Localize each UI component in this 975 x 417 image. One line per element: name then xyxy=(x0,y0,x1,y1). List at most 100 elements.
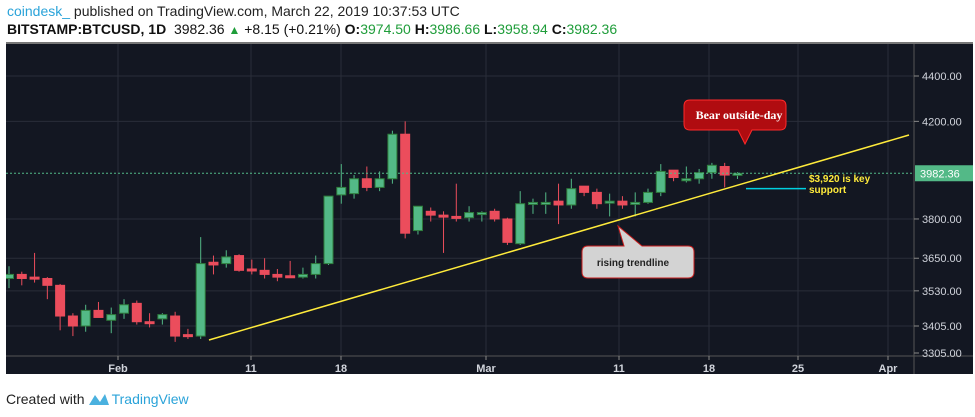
symbol-info: BITSTAMP:BTCUSD, 1D 3982.36 ▲ +8.15 (+0.… xyxy=(7,21,617,37)
bear-outside-day-callout[interactable]: Bear outside-day xyxy=(683,99,787,146)
svg-text:3982.36: 3982.36 xyxy=(920,168,960,180)
candle xyxy=(323,195,334,265)
candle xyxy=(515,191,526,245)
candle xyxy=(579,185,590,197)
date-tick-label: 25 xyxy=(792,363,804,374)
price-tick-label: 3305.00 xyxy=(922,348,962,360)
price-tick-label: 3530.00 xyxy=(922,286,962,298)
chart-panel[interactable]: Bear outside-day rising trendline $3,920… xyxy=(6,42,973,374)
candles xyxy=(6,121,743,342)
candle xyxy=(387,130,398,184)
date-tick-label: Feb xyxy=(108,363,128,374)
candle xyxy=(617,196,628,209)
symbol: BITSTAMP:BTCUSD, 1D xyxy=(7,21,167,37)
candle xyxy=(719,162,730,188)
published-text: published on TradingView.com, March 22, … xyxy=(70,3,460,19)
candle xyxy=(668,169,679,182)
candle xyxy=(694,168,705,184)
candle xyxy=(681,166,692,183)
candle xyxy=(451,183,462,222)
candle xyxy=(476,211,487,222)
rising-trendline-callout[interactable]: rising trendline xyxy=(581,224,695,279)
candle xyxy=(157,313,168,325)
candle xyxy=(285,260,296,279)
date-tick-label: Apr xyxy=(879,363,899,374)
candle xyxy=(119,299,130,319)
candle xyxy=(527,198,538,214)
candle xyxy=(438,211,449,253)
candle xyxy=(259,258,270,279)
price-tick-label: 3800.00 xyxy=(922,214,962,226)
support-annotation-line1: $3,920 is key xyxy=(809,174,871,185)
support-annotation-line2: support xyxy=(809,185,847,196)
candle xyxy=(412,205,423,235)
candle xyxy=(93,301,104,318)
last-price: 3982.36 xyxy=(173,21,225,37)
low-label: L: xyxy=(484,21,498,37)
close-value: 3982.36 xyxy=(566,21,618,37)
candle xyxy=(310,255,321,279)
candle xyxy=(425,207,436,222)
candle xyxy=(706,162,717,179)
high-label: H: xyxy=(414,21,430,37)
created-with-text: Created with xyxy=(6,391,85,407)
date-tick-label: 18 xyxy=(335,363,347,374)
open-label: O: xyxy=(344,21,361,37)
candle xyxy=(195,237,206,339)
candle xyxy=(106,307,117,334)
candle xyxy=(361,166,372,192)
tradingview-logo-icon xyxy=(88,394,109,405)
date-tick-label: 18 xyxy=(703,363,715,374)
candle xyxy=(131,300,142,325)
high-value: 3986.66 xyxy=(429,21,481,37)
trend-callout-text: rising trendline xyxy=(597,258,670,269)
date-tick-label: 11 xyxy=(245,363,257,374)
date-tick-label: 11 xyxy=(613,363,625,374)
candle xyxy=(400,121,411,239)
candle xyxy=(643,188,653,204)
low-value: 3958.94 xyxy=(497,21,548,37)
candle xyxy=(272,268,283,282)
candlestick-chart[interactable]: Bear outside-day rising trendline $3,920… xyxy=(6,44,973,374)
candle xyxy=(42,277,53,300)
candle xyxy=(336,164,347,204)
publish-info: coindesk_ published on TradingView.com, … xyxy=(7,3,460,19)
candle xyxy=(16,271,27,286)
candle xyxy=(29,252,40,283)
trendline[interactable] xyxy=(208,134,910,341)
price-axis[interactable]: 4400.00 4200.00 3800.00 3650.00 3530.00 3405.… xyxy=(914,71,962,360)
open-value: 3974.50 xyxy=(360,21,411,37)
price-tick-label: 4200.00 xyxy=(922,116,962,128)
candle xyxy=(182,328,193,339)
candle xyxy=(349,175,360,199)
time-axis[interactable]: Feb 11 18 Mar 11 18 25 Apr xyxy=(108,356,898,374)
last-price-box: 3982.36 xyxy=(915,165,973,182)
up-arrow-icon: ▲ xyxy=(228,23,241,37)
candle xyxy=(80,304,91,332)
candle xyxy=(246,259,257,275)
candle xyxy=(374,171,385,192)
author-link[interactable]: coindesk_ xyxy=(7,3,71,19)
price-tick-label: 3650.00 xyxy=(922,253,962,265)
candle xyxy=(234,254,245,272)
candle xyxy=(67,313,78,337)
candle xyxy=(144,313,155,328)
candle xyxy=(297,267,308,279)
price-tick-label: 4400.00 xyxy=(922,71,962,83)
candle xyxy=(591,188,602,209)
candle xyxy=(221,250,232,268)
candle xyxy=(604,193,615,217)
candle xyxy=(502,217,513,245)
candle xyxy=(55,283,66,331)
price-tick-label: 3405.00 xyxy=(922,321,962,333)
date-tick-label: Mar xyxy=(476,363,496,374)
candle xyxy=(553,183,564,225)
candle xyxy=(208,255,219,275)
bear-callout-text: Bear outside-day xyxy=(696,108,783,122)
tradingview-link[interactable]: TradingView xyxy=(88,391,189,407)
candle xyxy=(489,208,500,222)
candle xyxy=(566,178,577,209)
candle xyxy=(170,311,181,342)
close-label: C: xyxy=(551,21,567,37)
candle xyxy=(464,206,475,222)
